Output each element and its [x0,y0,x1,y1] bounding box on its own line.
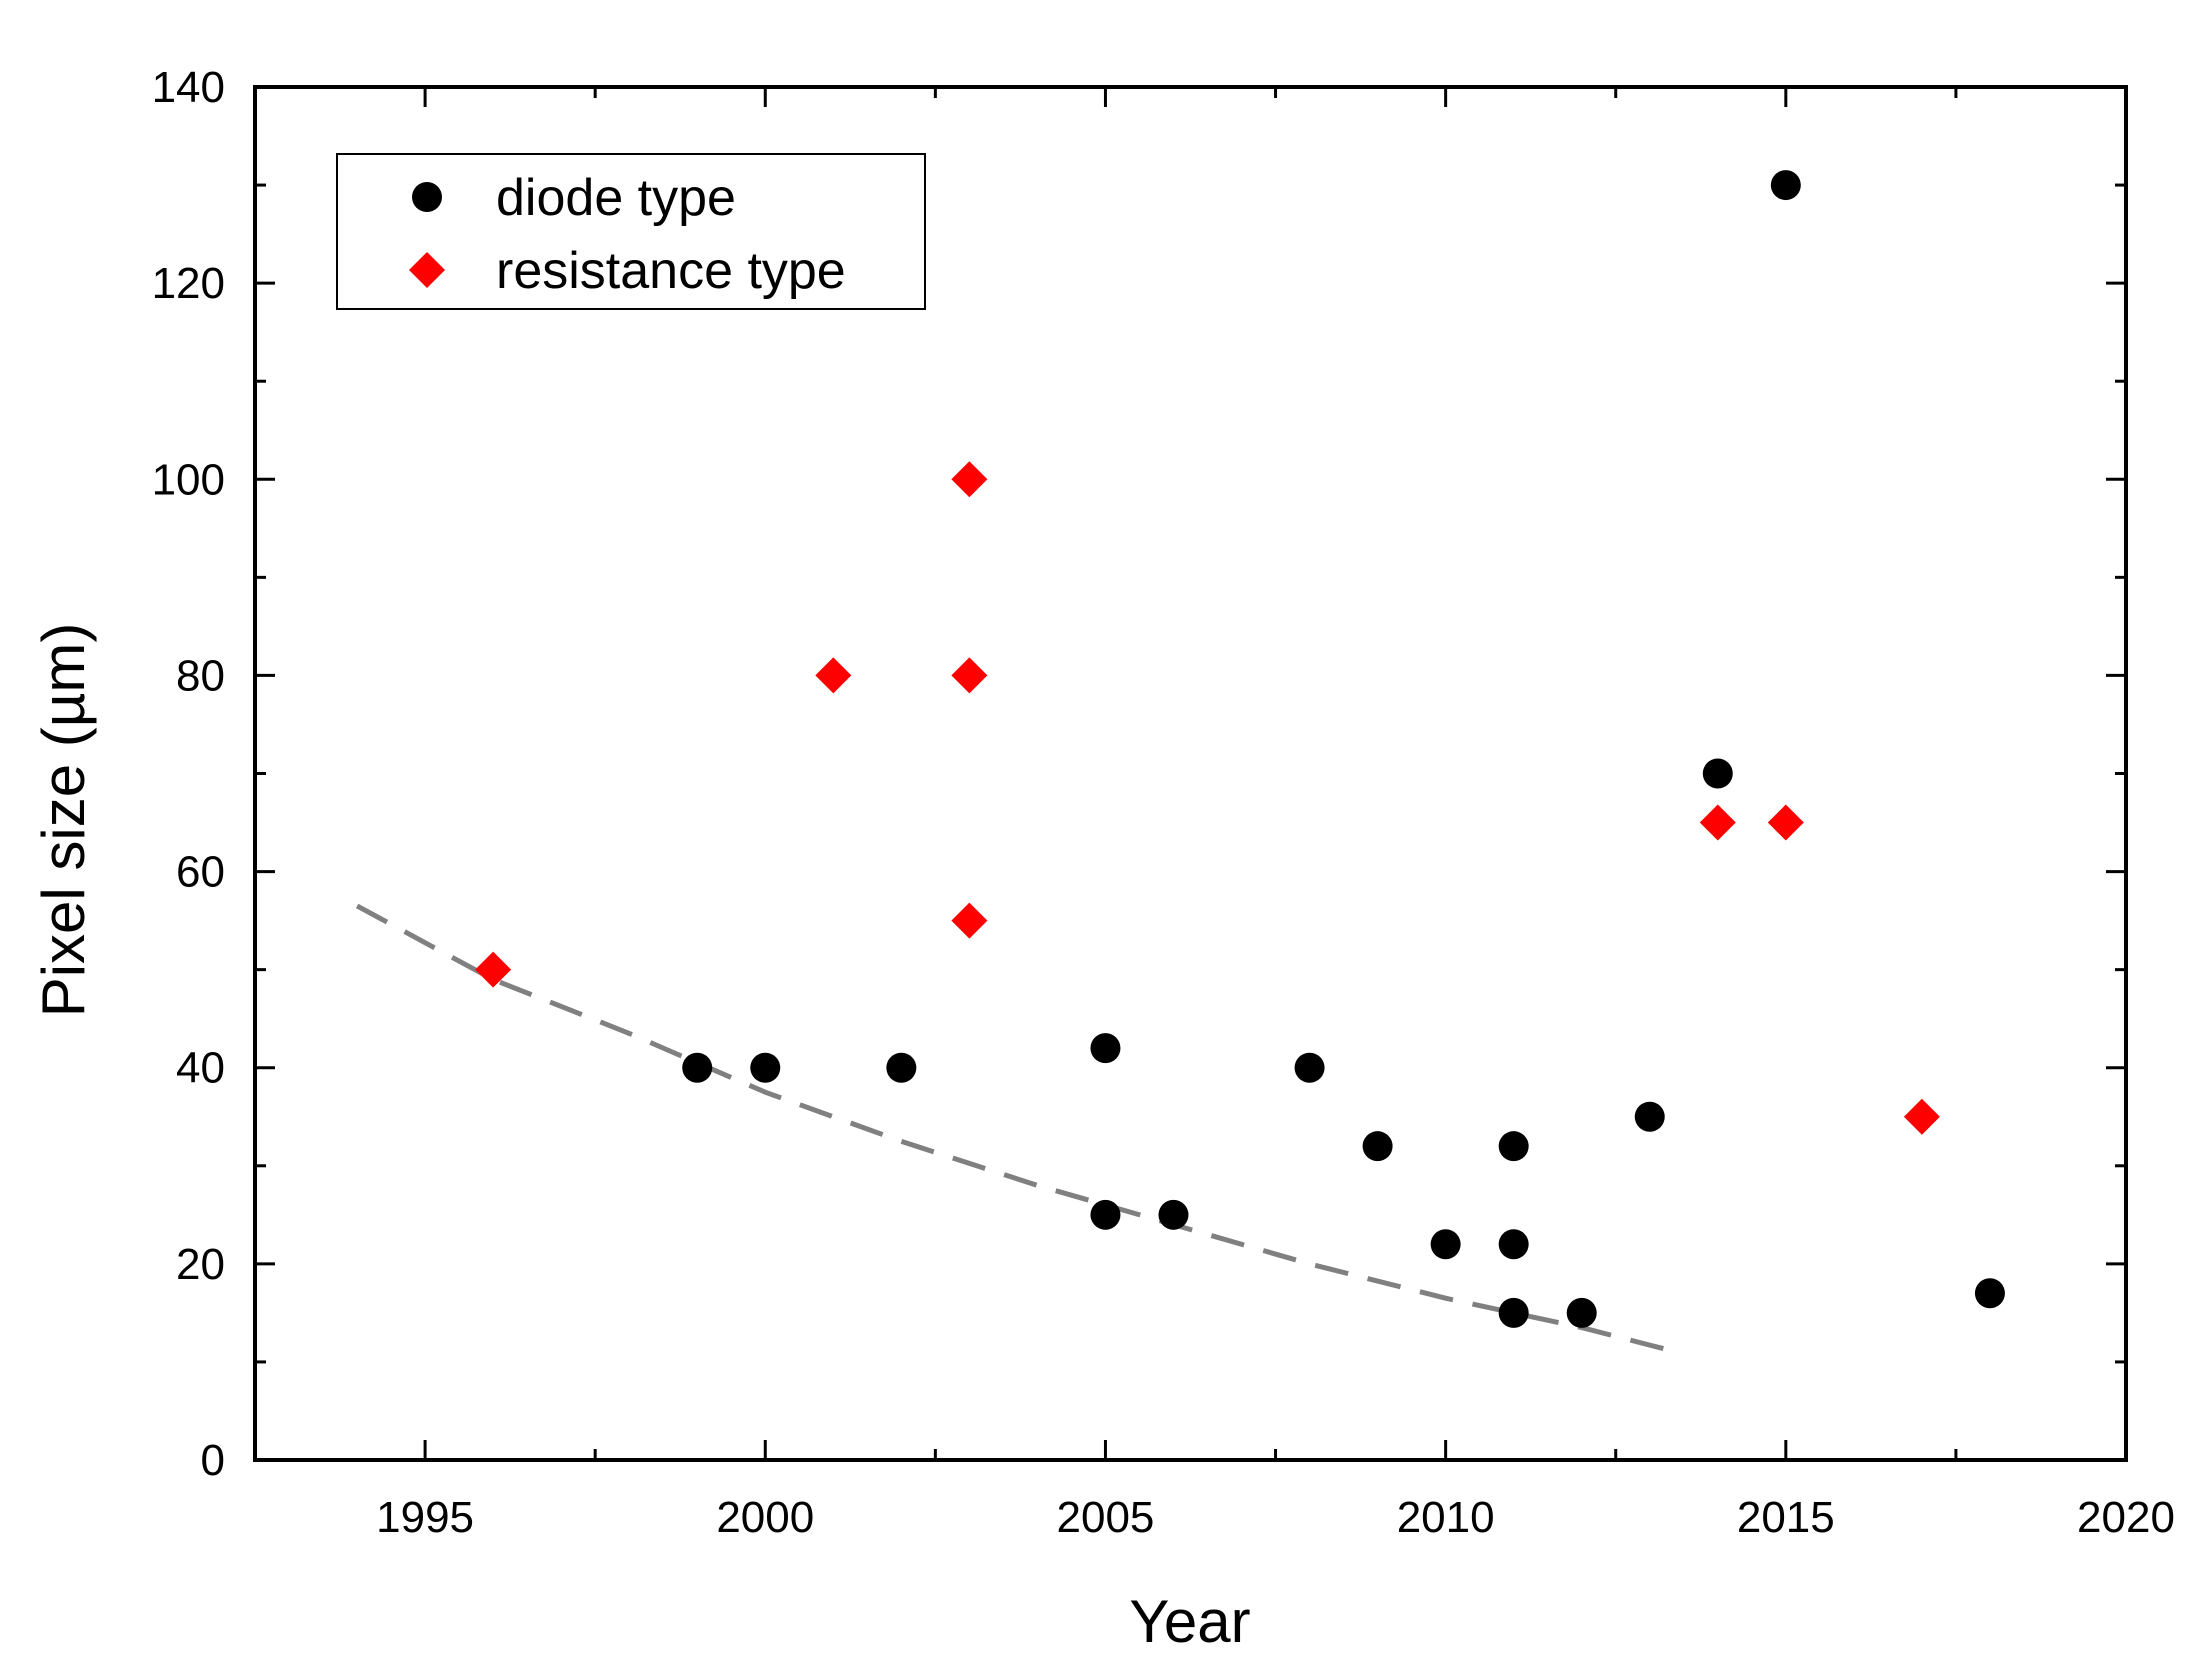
resistance-type-point [1767,804,1804,841]
diode-type-point [886,1052,917,1083]
diode-type-point [1702,758,1733,789]
resistance-type-point [951,902,988,939]
x-tick-label: 2020 [2077,1493,2175,1542]
y-tick-label: 40 [176,1044,225,1093]
diode-type-point [1090,1199,1121,1230]
diode-type-point [1498,1131,1529,1162]
x-tick-label: 2005 [1057,1493,1155,1542]
y-tick-label: 100 [152,455,225,504]
diode-type-point [750,1052,781,1083]
diode-type-point [1294,1052,1325,1083]
y-tick-label: 0 [201,1436,225,1485]
trend-line-layer [355,903,1678,1355]
y-axis-title: Pixel size (µm) [30,623,97,1018]
y-tick-label: 140 [152,63,225,112]
legend-resistance-label: resistance type [496,242,846,300]
diode-type-point [682,1052,713,1083]
resistance-type-point [951,657,988,694]
x-tick-label: 1995 [376,1493,474,1542]
resistance-type-point [815,657,852,694]
diode-type-point [1430,1229,1461,1260]
trend-line [355,903,1678,1355]
diode-type-point [1362,1131,1393,1162]
diode-type-point [1498,1297,1529,1328]
diode-type-point [1974,1278,2005,1309]
resistance-type-point [1903,1098,1940,1135]
diode-type-point [1498,1229,1529,1260]
y-tick-label: 80 [176,651,225,700]
x-tick-label: 2010 [1397,1493,1495,1542]
x-axis-title: Year [1129,1588,1250,1655]
x-tick-label: 2000 [716,1493,814,1542]
legend-resistance-marker [409,252,445,288]
diode-type-point [1770,170,1801,201]
legend-box [336,153,926,310]
data-points-layer [475,170,2005,1328]
diode-type-point [1634,1101,1665,1132]
y-tick-label: 120 [152,259,225,308]
resistance-type-point [1699,804,1736,841]
legend-diode-label: diode type [496,169,736,227]
diode-type-point [1090,1033,1121,1064]
diode-type-point [1566,1297,1597,1328]
tick-labels-layer: 1995 2000 2005 2010 2015 2020 0 20 40 60 80 100 120 1… [152,63,2175,1542]
y-tick-label: 60 [176,848,225,897]
diode-type-point [1158,1199,1189,1230]
axis-ticks-layer [253,85,2128,1462]
legend-diode-marker [412,182,442,212]
x-tick-label: 2015 [1737,1493,1835,1542]
resistance-type-point [951,461,988,498]
legend: diode type resistance type [336,153,926,310]
resistance-type-point [475,951,512,988]
y-tick-label: 20 [176,1240,225,1289]
